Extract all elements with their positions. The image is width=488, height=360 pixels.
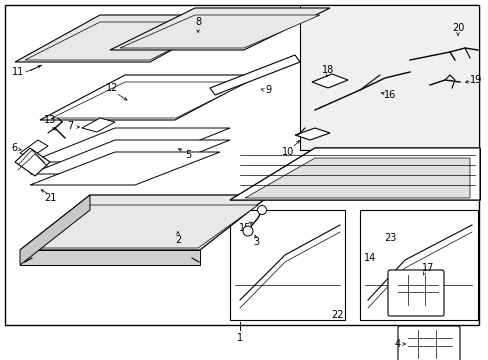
Polygon shape [82, 118, 115, 132]
Text: 14: 14 [363, 253, 375, 263]
Polygon shape [25, 22, 224, 60]
Bar [299, 5, 478, 150]
Text: 21: 21 [44, 193, 56, 203]
Text: 4: 4 [394, 339, 400, 349]
Text: 8: 8 [195, 17, 201, 27]
Polygon shape [20, 195, 269, 250]
Polygon shape [30, 205, 258, 248]
Text: 23: 23 [383, 233, 395, 243]
Bar [5, 5, 478, 325]
Polygon shape [229, 148, 479, 200]
Circle shape [257, 206, 266, 215]
Text: 15: 15 [238, 223, 251, 233]
Polygon shape [52, 82, 247, 118]
Polygon shape [294, 128, 329, 140]
Text: 20: 20 [451, 23, 463, 33]
Text: 11: 11 [12, 67, 24, 77]
Polygon shape [30, 128, 229, 162]
FancyBboxPatch shape [387, 270, 443, 316]
Text: 12: 12 [105, 83, 118, 93]
Polygon shape [229, 148, 479, 200]
Text: 2: 2 [175, 235, 181, 245]
Polygon shape [244, 158, 469, 198]
Text: 22: 22 [331, 310, 344, 320]
Bar [229, 210, 345, 320]
Text: 1: 1 [237, 333, 243, 343]
Text: 3: 3 [252, 237, 259, 247]
Text: 17: 17 [421, 263, 433, 273]
Polygon shape [311, 74, 347, 88]
Text: 10: 10 [281, 147, 293, 157]
Polygon shape [15, 148, 50, 176]
Text: 7: 7 [67, 121, 73, 131]
Text: 5: 5 [184, 150, 191, 160]
Polygon shape [209, 55, 299, 95]
Text: 9: 9 [264, 85, 270, 95]
Polygon shape [20, 250, 200, 265]
Text: 19: 19 [469, 75, 481, 85]
Polygon shape [15, 15, 235, 62]
Polygon shape [20, 195, 90, 265]
Polygon shape [110, 8, 329, 50]
Polygon shape [20, 140, 48, 158]
Polygon shape [40, 75, 260, 120]
Polygon shape [120, 15, 319, 48]
Text: 16: 16 [383, 90, 395, 100]
Polygon shape [30, 152, 220, 185]
Text: 18: 18 [321, 65, 333, 75]
Polygon shape [30, 140, 229, 174]
Circle shape [243, 226, 252, 236]
Bar [359, 210, 477, 320]
FancyBboxPatch shape [397, 326, 459, 360]
Text: 6: 6 [11, 143, 17, 153]
Text: 13: 13 [44, 115, 56, 125]
